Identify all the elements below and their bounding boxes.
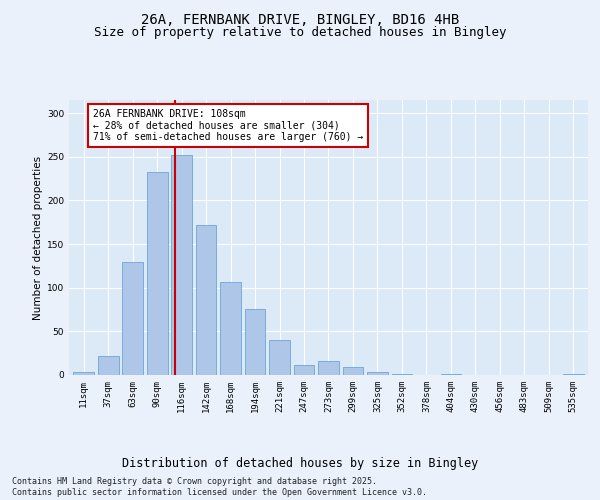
Text: 26A FERNBANK DRIVE: 108sqm
← 28% of detached houses are smaller (304)
71% of sem: 26A FERNBANK DRIVE: 108sqm ← 28% of deta… xyxy=(93,108,363,142)
Bar xyxy=(98,356,119,375)
Text: 26A, FERNBANK DRIVE, BINGLEY, BD16 4HB: 26A, FERNBANK DRIVE, BINGLEY, BD16 4HB xyxy=(141,12,459,26)
Bar xyxy=(220,282,241,375)
Bar xyxy=(367,372,388,375)
Bar xyxy=(440,374,461,375)
Bar xyxy=(318,361,339,375)
Text: Contains HM Land Registry data © Crown copyright and database right 2025.
Contai: Contains HM Land Registry data © Crown c… xyxy=(12,478,427,497)
Bar xyxy=(269,340,290,375)
Bar xyxy=(245,308,265,375)
Y-axis label: Number of detached properties: Number of detached properties xyxy=(33,156,43,320)
Bar xyxy=(293,364,314,375)
Bar xyxy=(147,172,167,375)
Bar xyxy=(343,367,364,375)
Bar xyxy=(196,225,217,375)
Bar xyxy=(171,155,192,375)
Bar xyxy=(122,262,143,375)
Text: Distribution of detached houses by size in Bingley: Distribution of detached houses by size … xyxy=(122,458,478,470)
Bar xyxy=(73,372,94,375)
Bar xyxy=(392,374,412,375)
Bar xyxy=(563,374,584,375)
Text: Size of property relative to detached houses in Bingley: Size of property relative to detached ho… xyxy=(94,26,506,39)
